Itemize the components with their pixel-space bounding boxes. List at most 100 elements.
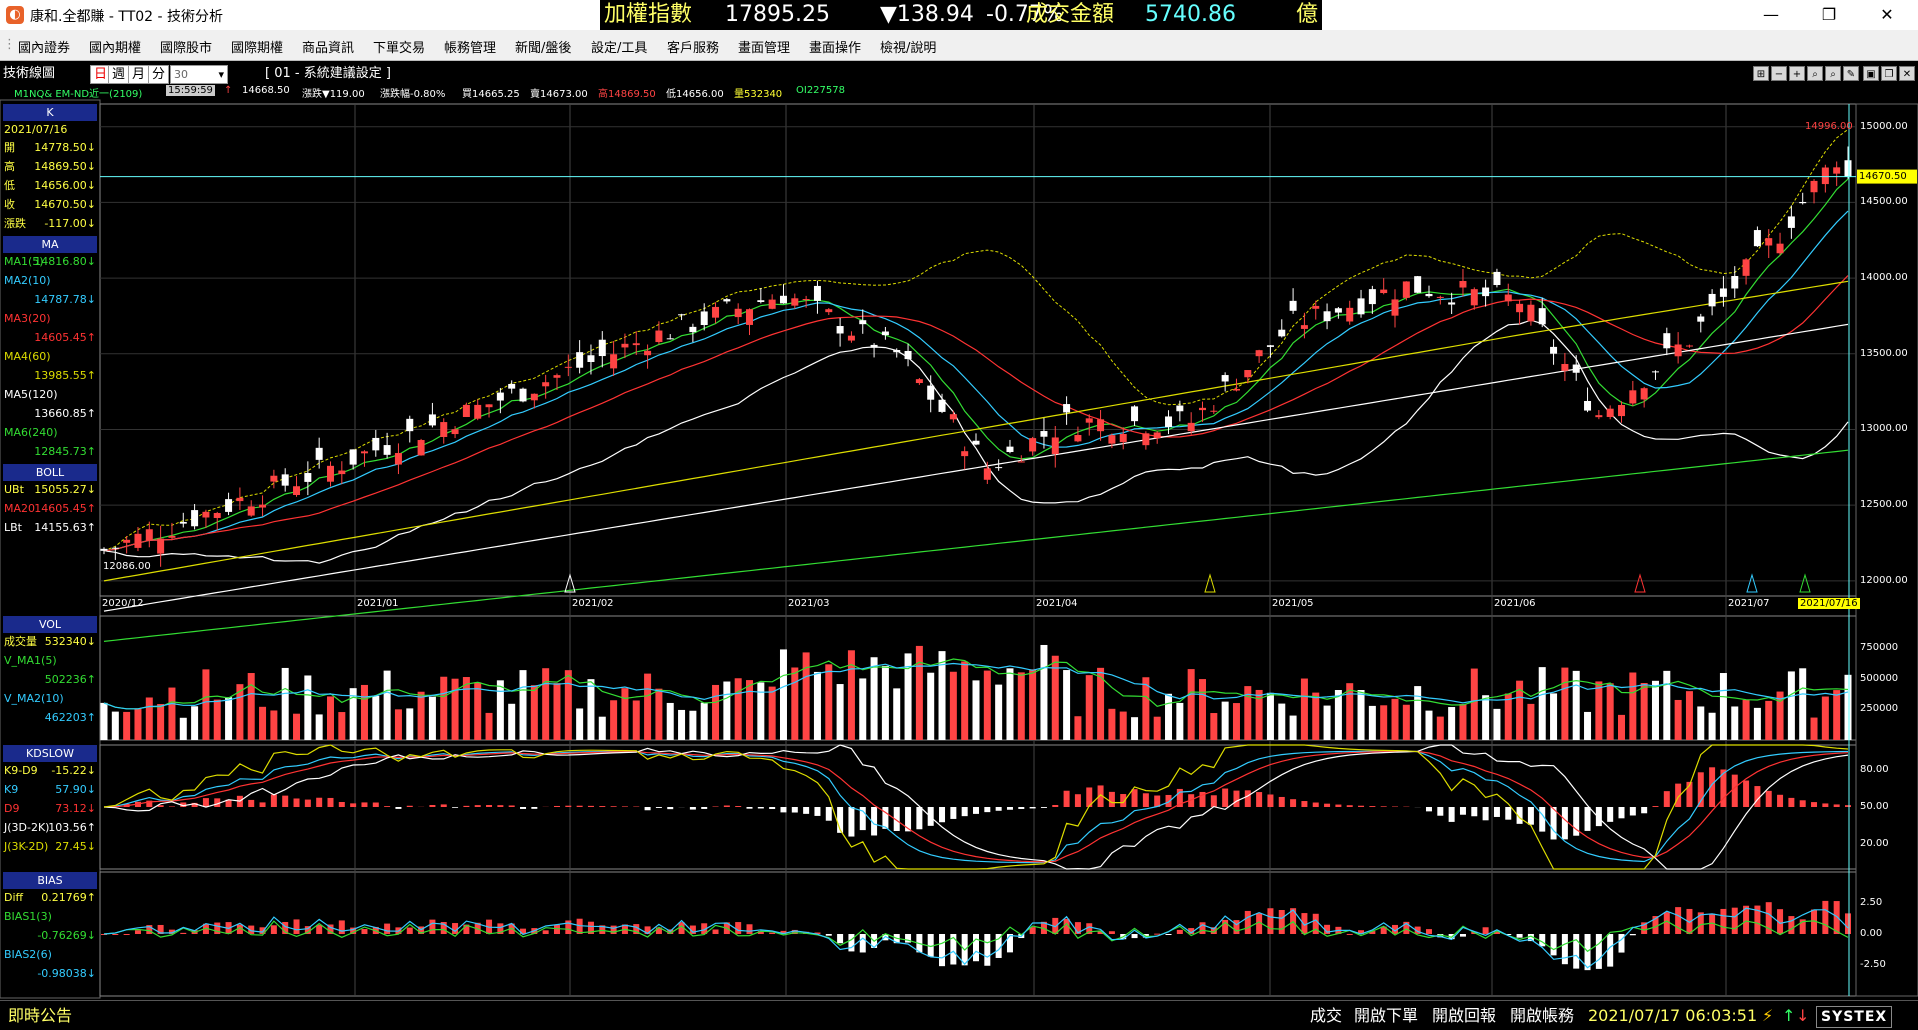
announcement-button[interactable]: 即時公告 <box>8 1006 72 1026</box>
kd-diff-bar <box>1369 806 1375 807</box>
candle-body <box>429 414 436 425</box>
volume-bar <box>1233 703 1240 740</box>
k-label: 低 <box>4 179 15 192</box>
volume-bar <box>270 710 277 740</box>
candle-body <box>1142 433 1149 445</box>
candle-body <box>1505 295 1512 302</box>
k-value: 14778.50↓ <box>34 140 96 156</box>
bias-tick-label: 0.00 <box>1860 928 1882 939</box>
volume-bar <box>384 671 391 740</box>
kd-diff-bar <box>577 806 583 807</box>
technical-chart-canvas[interactable] <box>0 0 1918 1000</box>
candle-body <box>1165 416 1172 427</box>
bias-diff-bar <box>407 928 413 934</box>
open-order-button[interactable]: 開啟下單 <box>1354 1006 1418 1026</box>
candle-body <box>1425 294 1432 296</box>
candle-body <box>1811 181 1818 192</box>
volume-bar <box>1165 694 1172 740</box>
right-axis-panel <box>1856 104 1918 996</box>
volume-bar <box>531 685 538 740</box>
candle-body <box>384 445 391 455</box>
volume-bar <box>1607 683 1614 740</box>
kd-diff-bar <box>1539 807 1545 832</box>
volume-bar <box>893 688 900 740</box>
kd-diff-bar <box>248 800 254 807</box>
candle-body <box>1063 404 1070 412</box>
volume-bar <box>723 682 730 740</box>
kd-diff-bar <box>780 807 786 812</box>
bias-diff-bar <box>1007 934 1013 952</box>
volume-bar <box>395 709 402 740</box>
kd-label: J(3D-2K) <box>4 821 49 834</box>
vol-value: 502236↑ <box>45 672 96 688</box>
price-tick-label: 12000.00 <box>1860 575 1908 586</box>
candle-body <box>327 466 334 482</box>
candle-body <box>1335 308 1342 312</box>
open-report-button[interactable]: 開啟回報 <box>1432 1006 1496 1026</box>
vol-label: V_MA2(10) <box>4 692 64 705</box>
kd-diff-bar <box>1267 794 1273 807</box>
kd-diff-bar <box>769 807 775 809</box>
volume-bar <box>1154 717 1161 740</box>
k-value: 14670.50↓ <box>34 197 96 213</box>
candle-body <box>486 404 493 407</box>
ma-label: MA4(60) <box>4 350 51 363</box>
candle-body <box>1788 216 1795 227</box>
bias-row: BIAS2(6) <box>4 947 96 963</box>
candle-body <box>859 320 866 324</box>
bias-diff-bar <box>611 926 617 934</box>
kd-diff-bar <box>1562 807 1568 839</box>
candle-body <box>565 367 572 368</box>
candle-body <box>1493 272 1500 285</box>
ma-value: 14787.78↓ <box>34 292 96 308</box>
volume-bar <box>1788 671 1795 740</box>
candle-body <box>259 505 266 508</box>
candle-body <box>180 522 187 524</box>
k-value: 14656.00↓ <box>34 178 96 194</box>
ma-value: 13985.55↑ <box>34 368 96 384</box>
k-label: 高 <box>4 160 15 173</box>
volume-bar <box>1267 693 1274 740</box>
kd-diff-bar <box>1245 790 1251 807</box>
candle-body <box>1097 419 1104 431</box>
candle-body <box>1029 438 1036 451</box>
volume-bar <box>248 673 255 740</box>
price-tick-label: 15000.00 <box>1860 121 1908 132</box>
bias-diff-bar <box>543 930 549 934</box>
kd-diff-bar <box>486 805 492 807</box>
candle-body <box>633 343 640 345</box>
candle-body <box>1131 406 1138 421</box>
bias-diff-bar <box>996 934 1002 958</box>
trade-button[interactable]: 成交 <box>1310 1006 1342 1026</box>
volume-bar <box>474 682 481 740</box>
candle-body <box>984 468 991 479</box>
kd-diff-bar <box>996 807 1002 811</box>
candle-body <box>134 534 141 548</box>
open-account-button[interactable]: 開啟帳務 <box>1510 1006 1574 1026</box>
candle-body <box>667 338 674 339</box>
kd-diff-bar <box>735 806 741 807</box>
candle-body <box>236 498 243 501</box>
candle-body <box>1539 308 1546 324</box>
bias-diff-bar <box>1347 934 1353 935</box>
kd-label: K9 <box>4 783 18 796</box>
bias-diff-bar <box>271 925 277 934</box>
volume-bar <box>134 709 141 740</box>
volume-bar <box>361 685 368 740</box>
volume-bar <box>112 712 119 740</box>
kd-value: 103.56↑ <box>48 820 96 836</box>
volume-bar <box>1290 716 1297 740</box>
ma-value: 13660.85↑ <box>34 406 96 422</box>
kd-diff-bar <box>1528 807 1534 825</box>
boll-value: 15055.27↓ <box>34 482 96 498</box>
date-tick-label: 2021/06 <box>1494 598 1536 609</box>
vol-row: V_MA1(5) <box>4 653 96 669</box>
candle-body <box>440 422 447 437</box>
candle-body <box>1448 302 1455 304</box>
kd-diff-bar <box>1313 803 1319 807</box>
kd-diff-bar <box>1437 807 1443 816</box>
candle-body <box>1675 344 1682 356</box>
kd-diff-bar <box>916 807 922 829</box>
